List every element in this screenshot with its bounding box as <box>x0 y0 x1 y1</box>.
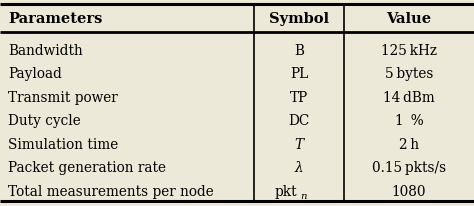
Text: n: n <box>300 191 307 200</box>
Text: 1  %: 1 % <box>395 114 423 128</box>
Text: Transmit power: Transmit power <box>8 90 118 104</box>
Text: Parameters: Parameters <box>8 12 102 26</box>
Text: 5 bytes: 5 bytes <box>385 67 433 81</box>
Text: TP: TP <box>290 90 308 104</box>
Text: Symbol: Symbol <box>269 12 329 26</box>
Text: Packet generation rate: Packet generation rate <box>8 160 166 174</box>
Text: B: B <box>294 43 304 57</box>
Text: DC: DC <box>288 114 310 128</box>
Text: pkt: pkt <box>274 184 297 198</box>
Text: Simulation time: Simulation time <box>8 137 118 151</box>
Text: T: T <box>294 137 303 151</box>
Text: λ: λ <box>295 160 303 174</box>
Text: Value: Value <box>386 12 431 26</box>
Text: 0.15 pkts/s: 0.15 pkts/s <box>372 160 446 174</box>
Text: PL: PL <box>290 67 308 81</box>
Text: Total measurements per node: Total measurements per node <box>8 184 214 198</box>
Text: Payload: Payload <box>8 67 62 81</box>
Text: 2 h: 2 h <box>399 137 419 151</box>
Text: 14 dBm: 14 dBm <box>383 90 435 104</box>
Text: Bandwidth: Bandwidth <box>8 43 83 57</box>
Text: 125 kHz: 125 kHz <box>381 43 437 57</box>
Text: 1080: 1080 <box>392 184 426 198</box>
Text: Duty cycle: Duty cycle <box>8 114 81 128</box>
